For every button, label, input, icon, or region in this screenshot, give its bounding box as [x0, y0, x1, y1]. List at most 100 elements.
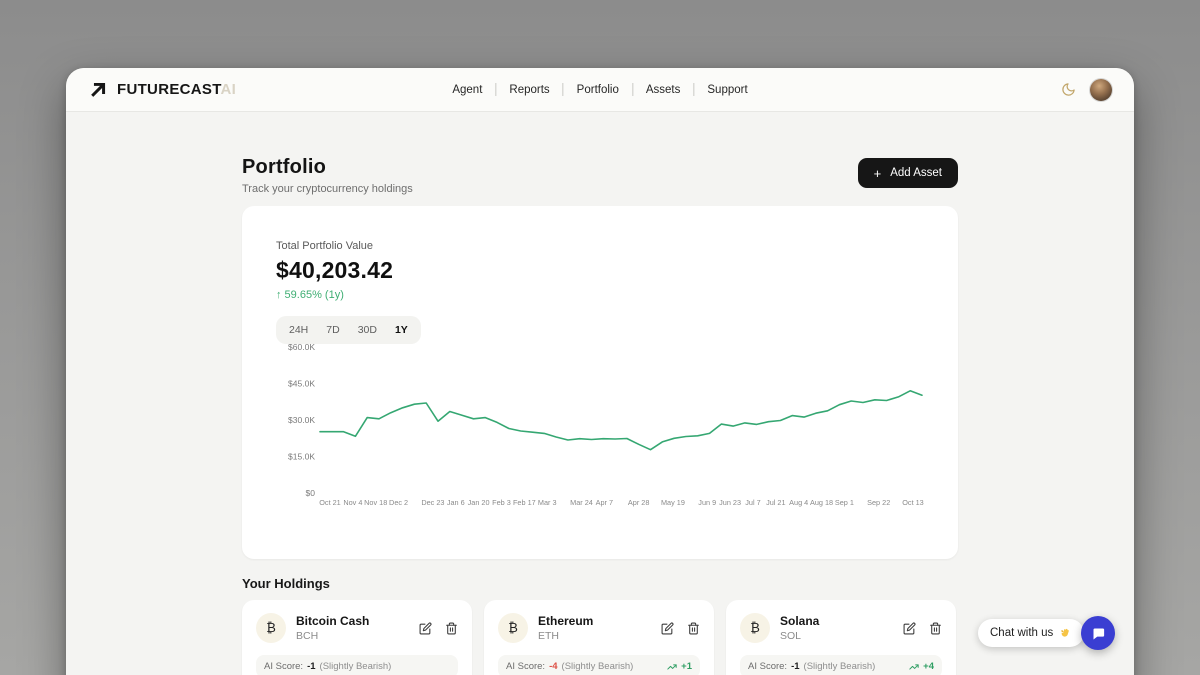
total-portfolio-label: Total Portfolio Value	[276, 240, 374, 252]
nav-item-assets[interactable]: Assets	[645, 83, 681, 96]
waving-hand-icon	[1059, 627, 1072, 640]
trash-icon	[688, 622, 699, 634]
app-window: FUTURECASTAI Agent Reports Portfolio Ass…	[66, 68, 1134, 675]
range-tab-24h[interactable]: 24H	[280, 321, 317, 339]
holding-card-solana: ₿ Solana SOL AI Score:	[726, 600, 956, 675]
card-actions	[903, 621, 942, 635]
user-avatar[interactable]	[1090, 78, 1112, 101]
edit-asset-button[interactable]	[661, 621, 674, 635]
chat-launcher-button[interactable]	[1081, 616, 1115, 650]
page-head: Portfolio Track your cryptocurrency hold…	[242, 156, 958, 195]
nav-divider	[693, 83, 695, 96]
ai-score-sentiment: (Slightly Bearish)	[319, 661, 392, 672]
delete-asset-button[interactable]	[687, 622, 700, 635]
x-axis-tick: Apr 7	[596, 498, 613, 507]
coin-name: Ethereum	[538, 614, 594, 628]
nav-divider	[562, 83, 564, 96]
y-axis-tick: $60.0K	[288, 342, 315, 352]
x-axis-tick: May 19	[661, 498, 685, 507]
holding-card-bitcoin-cash: ₿ Bitcoin Cash BCH AI	[242, 600, 472, 675]
x-axis-tick: Apr 28	[628, 498, 650, 507]
chat-bubble-icon	[1091, 626, 1106, 641]
coin-icon: ₿	[498, 613, 528, 643]
delete-asset-button[interactable]	[929, 622, 942, 635]
ai-score-value: -1	[307, 661, 316, 672]
ai-score-value: -1	[791, 661, 800, 672]
ai-trend-value: +4	[923, 661, 934, 672]
ai-score-trend: +1	[667, 661, 692, 672]
app-header: FUTURECASTAI Agent Reports Portfolio Ass…	[66, 68, 1134, 112]
brand-name: FUTURECASTAI	[117, 81, 237, 98]
edit-asset-button[interactable]	[903, 621, 916, 635]
portfolio-summary: Total Portfolio Value $40,203.42 ↑ 59.65…	[276, 240, 421, 344]
coin-icon: ₿	[740, 613, 770, 643]
y-axis-tick: $0	[306, 488, 316, 498]
x-axis-tick: Jul 7	[745, 498, 760, 507]
add-asset-button[interactable]: + Add Asset	[857, 158, 958, 188]
ai-score-row: AI Score: -1 (Slightly Bearish)	[256, 655, 458, 675]
add-asset-label: Add Asset	[890, 167, 942, 179]
x-axis-tick: Oct 21	[319, 498, 341, 507]
x-axis-tick: Nov 4	[343, 498, 362, 507]
coin-names: Bitcoin Cash BCH	[296, 614, 369, 642]
edit-icon	[419, 621, 432, 634]
x-axis-tick: Jan 6	[447, 498, 465, 507]
ai-score-label: AI Score:	[748, 661, 788, 672]
coin-symbol: BCH	[296, 630, 319, 642]
ai-score-label: AI Score:	[264, 661, 304, 672]
range-tab-1y[interactable]: 1Y	[386, 321, 417, 339]
main-content: Portfolio Track your cryptocurrency hold…	[66, 112, 1134, 675]
edit-asset-button[interactable]	[419, 621, 432, 635]
header-right	[1061, 78, 1112, 101]
nav-item-reports[interactable]: Reports	[509, 83, 550, 96]
delete-asset-button[interactable]	[445, 622, 458, 635]
y-axis-tick: $45.0K	[288, 379, 315, 389]
x-axis-tick: Dec 23	[421, 498, 444, 507]
trash-icon	[930, 622, 941, 634]
coin-names: Ethereum ETH	[538, 614, 593, 642]
x-axis-tick: Mar 3	[538, 498, 557, 507]
x-axis-tick: Sep 1	[835, 498, 854, 507]
card-actions	[661, 621, 700, 635]
chat-label: Chat with us	[990, 627, 1054, 639]
holding-card-top: ₿ Ethereum ETH	[498, 613, 700, 643]
nav-item-agent[interactable]: Agent	[452, 83, 483, 96]
nav-divider	[631, 83, 633, 96]
page-title: Portfolio	[242, 156, 327, 178]
brand-suffix: AI	[220, 81, 237, 98]
ai-trend-value: +1	[681, 661, 692, 672]
x-axis-tick: Jan 20	[468, 498, 490, 507]
trending-up-icon	[667, 663, 677, 670]
nav-item-support[interactable]: Support	[707, 83, 748, 96]
moon-icon	[1061, 82, 1076, 97]
ai-score-label: AI Score:	[506, 661, 546, 672]
coin-name: Solana	[780, 614, 820, 628]
x-axis-tick: Jun 23	[719, 498, 741, 507]
total-portfolio-value: $40,203.42	[276, 257, 394, 283]
portfolio-value-line	[319, 389, 923, 451]
edit-icon	[661, 621, 674, 634]
trending-up-icon	[909, 663, 919, 670]
chat-with-us-pill[interactable]: Chat with us	[978, 619, 1085, 647]
nav-item-portfolio[interactable]: Portfolio	[576, 83, 619, 96]
brand-logo[interactable]: FUTURECASTAI	[88, 79, 236, 100]
coin-name: Bitcoin Cash	[296, 614, 370, 628]
ai-score-trend: +4	[909, 661, 934, 672]
portfolio-value-chart: $0 $15.0K $30.0K $45.0K $60.0K Oct 21 Nov 4 Nov…	[288, 342, 924, 507]
theme-toggle-button[interactable]	[1061, 82, 1076, 97]
holding-card-ethereum: ₿ Ethereum ETH AI Scor	[484, 600, 714, 675]
range-tab-30d[interactable]: 30D	[349, 321, 386, 339]
coin-symbol: ETH	[538, 630, 559, 642]
holdings-heading: Your Holdings	[242, 576, 330, 591]
coin-icon: ₿	[256, 613, 286, 643]
page-subtitle: Track your cryptocurrency holdings	[242, 183, 413, 195]
x-axis-tick: Dec 2	[389, 498, 408, 507]
x-axis-tick: Nov 18	[364, 498, 387, 507]
x-axis-tick: Jul 21	[766, 498, 785, 507]
page-title-block: Portfolio Track your cryptocurrency hold…	[242, 156, 413, 195]
holdings-row: ₿ Bitcoin Cash BCH AI	[242, 600, 958, 675]
range-tab-7d[interactable]: 7D	[317, 321, 348, 339]
plus-icon: +	[873, 165, 882, 181]
ai-score-sentiment: (Slightly Bearish)	[561, 661, 634, 672]
y-axis-tick: $15.0K	[288, 452, 315, 462]
